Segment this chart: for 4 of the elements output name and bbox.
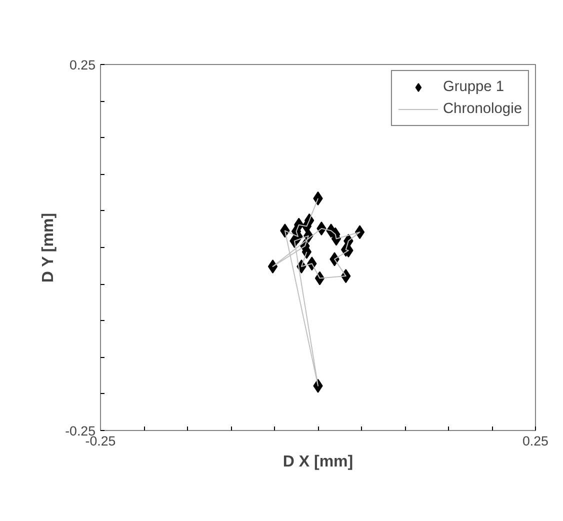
x-axis-title: D X [mm] <box>282 454 354 470</box>
legend-label: Gruppe 1 <box>442 79 504 95</box>
y-axis-title: D Y [mm] <box>40 212 58 283</box>
legend-label: Chronologie <box>442 101 522 117</box>
